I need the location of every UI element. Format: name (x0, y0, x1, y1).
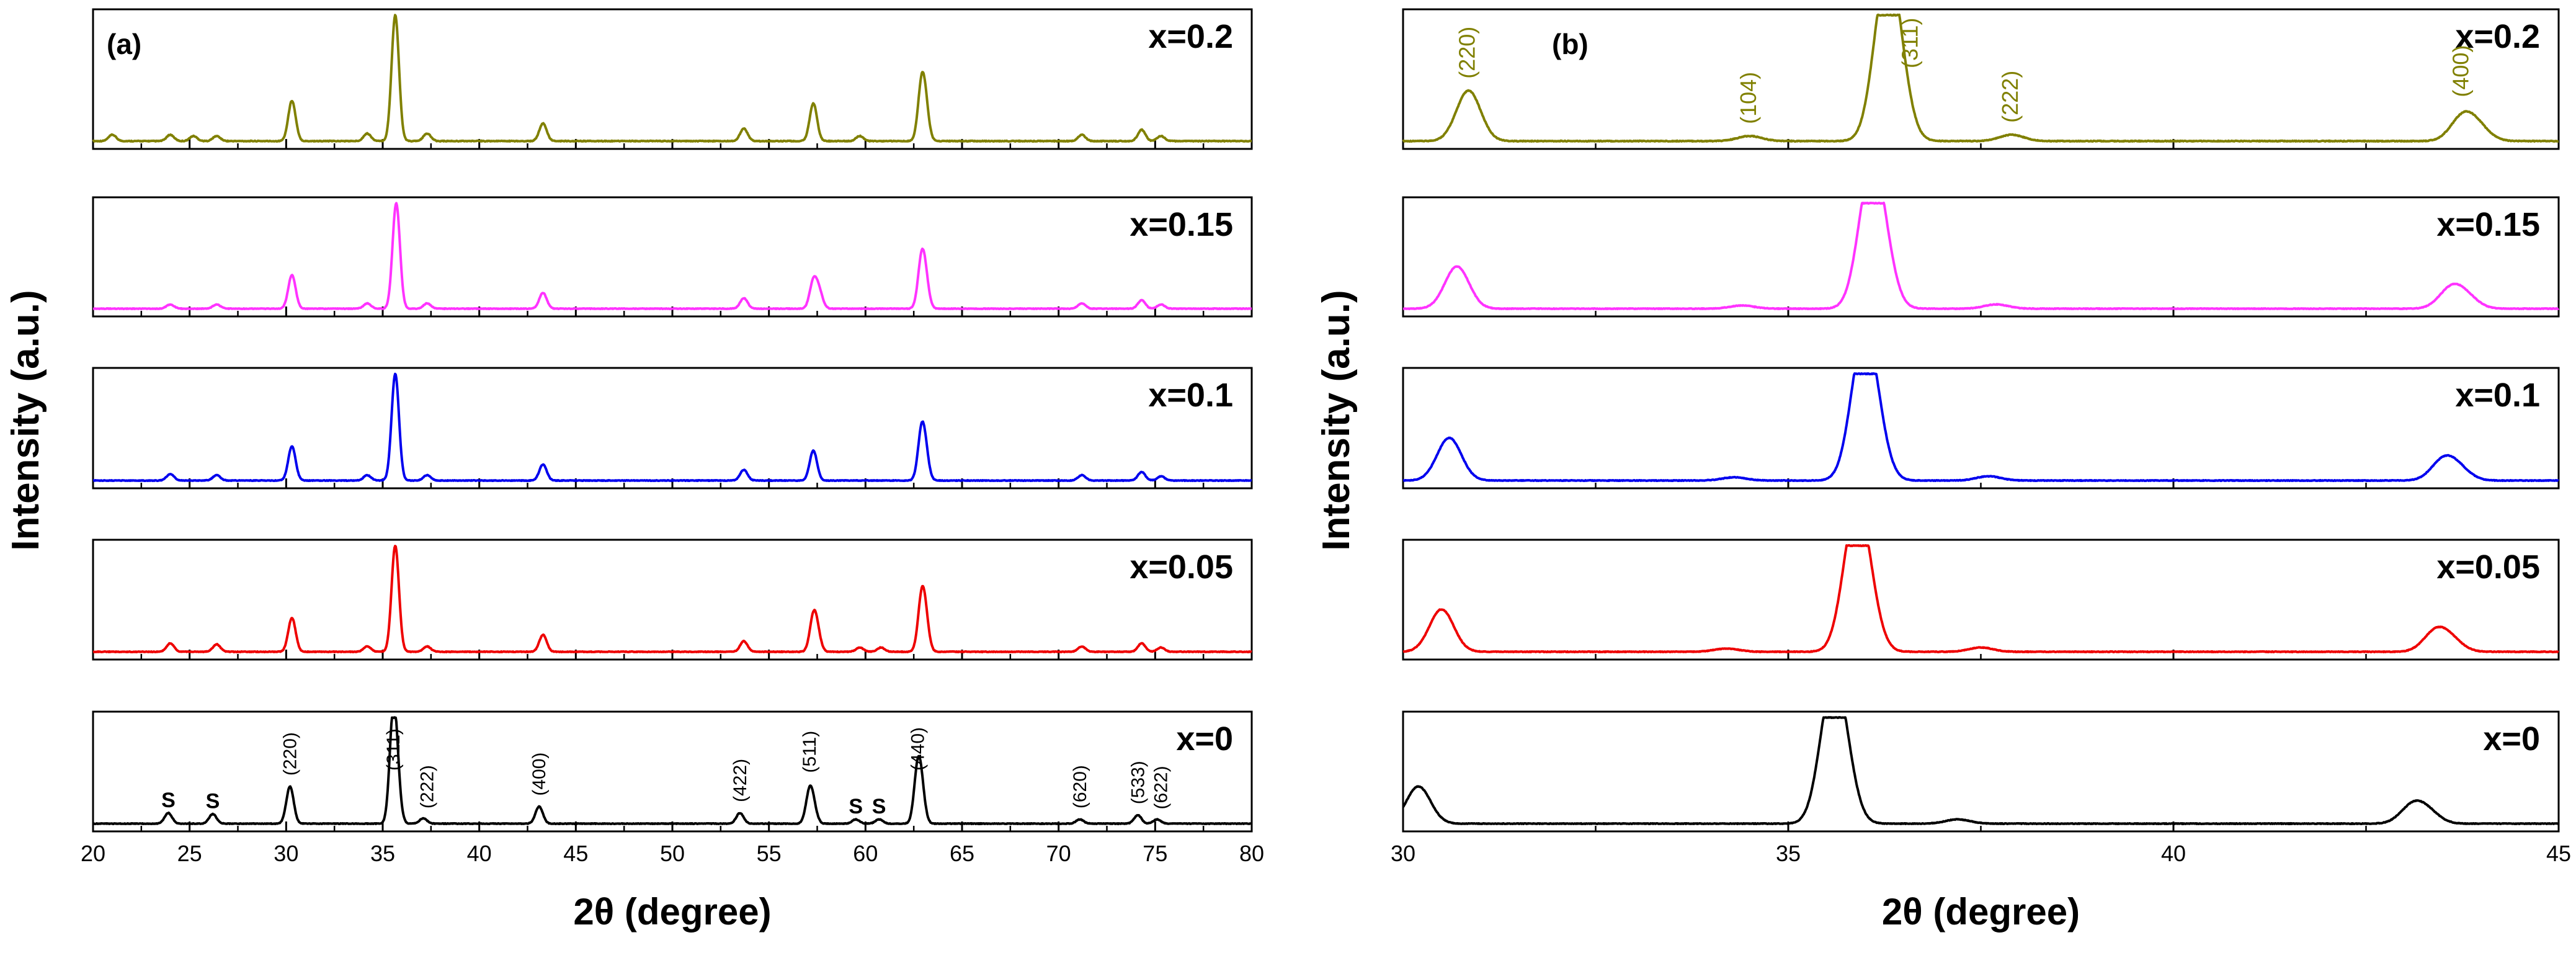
series-label: x=0.15 (1130, 206, 1233, 243)
x-tick-label: 40 (467, 841, 492, 866)
x-tick-label: 35 (370, 841, 395, 866)
peak-annotation: S (161, 789, 176, 812)
series-line-x=0.1 (92, 372, 1252, 482)
panel-label: (b) (1552, 28, 1589, 60)
x-tick-label: 55 (757, 841, 782, 866)
x-tick-label: 80 (1239, 841, 1264, 866)
series-line-x=0 (92, 716, 1252, 825)
peak-annotation: (422) (730, 759, 751, 802)
peak-annotation: (104) (1736, 72, 1761, 124)
peak-annotation: (440) (907, 727, 928, 771)
x-tick-label: 75 (1143, 841, 1167, 866)
x-tick-label: 40 (2161, 841, 2186, 866)
x-tick-label: 30 (274, 841, 298, 866)
series-label: x=0.2 (2455, 18, 2540, 55)
peak-annotation: (620) (1070, 765, 1090, 808)
x-tick-label: 25 (177, 841, 202, 866)
peak-annotation: (220) (1455, 27, 1480, 79)
series-line-x=0 (1402, 716, 2559, 825)
series-line-x=0.2 (92, 14, 1252, 143)
x-tick-label: 50 (660, 841, 685, 866)
series-line-x=0.1 (1402, 372, 2560, 482)
peak-annotation: (311) (1897, 18, 1923, 68)
peak-annotation: (622) (1151, 766, 1172, 809)
peak-annotation: S (872, 795, 886, 818)
x-tick-label: 35 (1776, 841, 1801, 866)
peak-annotation: S (206, 790, 220, 813)
series-line-x=0.2 (1402, 13, 2559, 143)
y-axis-label: Intensity (a.u.) (1315, 290, 1358, 550)
panel-label: (a) (107, 28, 141, 60)
series-label: x=0.05 (1130, 548, 1233, 586)
series-label: x=0.2 (1148, 18, 1233, 55)
peak-annotation: (311) (383, 728, 404, 771)
peak-annotation: (533) (1128, 761, 1148, 804)
series-label: x=0.1 (1148, 377, 1233, 414)
peak-annotation: (400) (529, 753, 550, 796)
peak-annotation: (400) (2448, 45, 2474, 97)
x-tick-label: 30 (1391, 841, 1415, 866)
series-label: x=0.1 (2455, 377, 2540, 414)
series-line-x=0.05 (92, 545, 1252, 653)
x-tick-label: 65 (950, 841, 974, 866)
y-axis-label: Intensity (a.u.) (4, 290, 47, 550)
x-tick-label: 45 (563, 841, 588, 866)
x-tick-label: 70 (1046, 841, 1071, 866)
peak-annotation: (220) (280, 732, 301, 776)
x-axis-label: 2θ (degree) (1882, 891, 2080, 933)
x-axis-label: 2θ (degree) (573, 891, 771, 933)
series-label: x=0.05 (2436, 548, 2540, 586)
peak-annotation: S (849, 795, 863, 818)
x-tick-label: 20 (81, 841, 105, 866)
x-tick-label: 45 (2546, 841, 2571, 866)
series-line-x=0.05 (1402, 544, 2559, 653)
series-line-x=0.15 (92, 202, 1252, 310)
series-label: x=0 (2483, 720, 2540, 758)
peak-annotation: (222) (1997, 71, 2023, 123)
peak-annotation: (511) (800, 731, 820, 773)
series-line-x=0.15 (1402, 202, 2560, 310)
series-label: x=0.15 (2436, 206, 2540, 243)
x-tick-label: 60 (853, 841, 878, 866)
series-label: x=0 (1176, 720, 1233, 758)
peak-annotation: (222) (417, 765, 438, 808)
